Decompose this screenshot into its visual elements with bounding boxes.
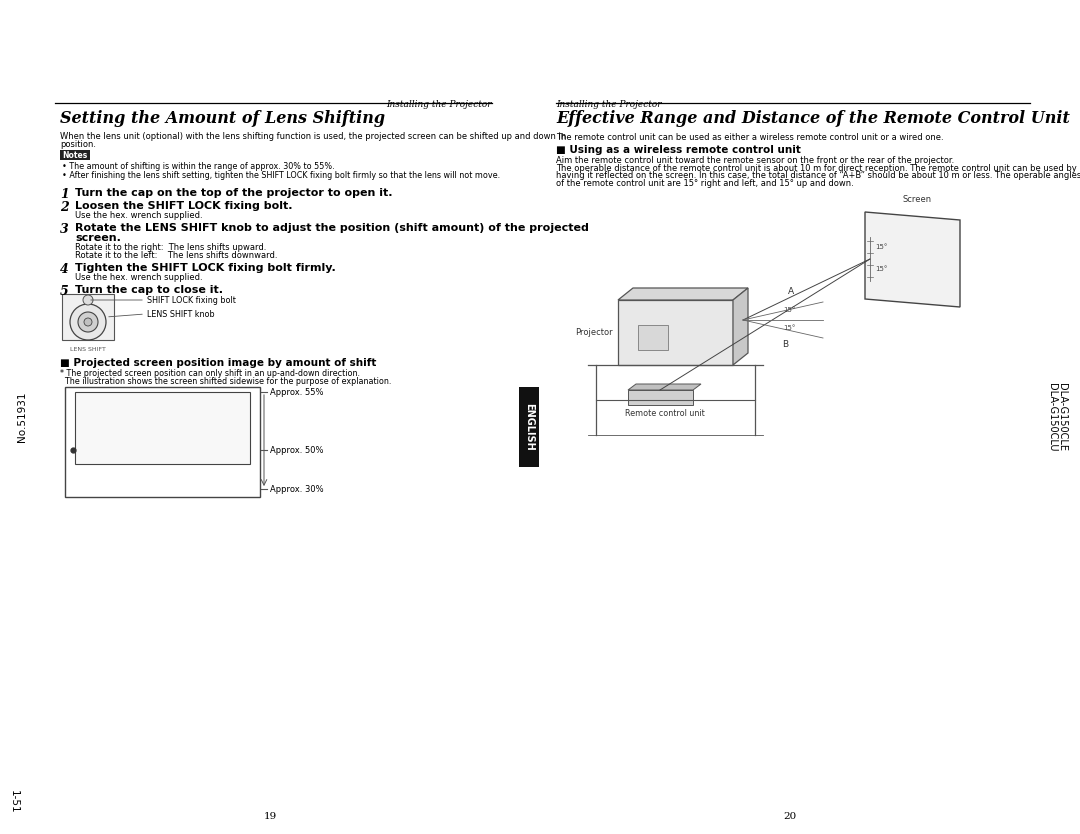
Text: A: A bbox=[788, 287, 794, 295]
Text: Installing the Projector: Installing the Projector bbox=[556, 100, 661, 109]
Text: ■ Projected screen position image by amount of shift: ■ Projected screen position image by amo… bbox=[60, 358, 376, 368]
Text: Effective Range and Distance of the Remote Control Unit: Effective Range and Distance of the Remo… bbox=[556, 110, 1070, 127]
Circle shape bbox=[78, 312, 98, 332]
Text: position.: position. bbox=[60, 140, 96, 149]
Text: Turn the cap to close it.: Turn the cap to close it. bbox=[75, 285, 222, 295]
Text: Approx. 30%: Approx. 30% bbox=[270, 485, 324, 494]
Text: 5: 5 bbox=[60, 285, 69, 298]
Text: 2: 2 bbox=[60, 201, 69, 214]
Text: ■ Using as a wireless remote control unit: ■ Using as a wireless remote control uni… bbox=[556, 145, 801, 155]
Circle shape bbox=[84, 318, 92, 326]
Text: Screen: Screen bbox=[903, 195, 932, 204]
Bar bbox=[60, 150, 90, 160]
Polygon shape bbox=[865, 212, 960, 307]
Text: Remote control unit: Remote control unit bbox=[625, 409, 705, 418]
Text: 1: 1 bbox=[60, 188, 69, 201]
Text: • After finishing the lens shift setting, tighten the SHIFT LOCK fixing bolt fir: • After finishing the lens shift setting… bbox=[62, 171, 500, 180]
Text: No.51931: No.51931 bbox=[17, 392, 27, 442]
Text: 15°: 15° bbox=[875, 244, 888, 250]
Text: Approx. 55%: Approx. 55% bbox=[270, 388, 324, 396]
Text: screen.: screen. bbox=[75, 233, 121, 243]
Text: 3: 3 bbox=[60, 223, 69, 236]
Polygon shape bbox=[627, 384, 701, 390]
Bar bbox=[75, 392, 249, 464]
Text: Turn the cap on the top of the projector to open it.: Turn the cap on the top of the projector… bbox=[75, 188, 392, 198]
Text: Installing the Projector: Installing the Projector bbox=[387, 100, 492, 109]
Text: 15°: 15° bbox=[783, 307, 795, 313]
Text: Use the hex. wrench supplied.: Use the hex. wrench supplied. bbox=[75, 273, 203, 282]
Text: SHIFT LOCK fixing bolt: SHIFT LOCK fixing bolt bbox=[147, 295, 235, 304]
Text: Use the hex. wrench supplied.: Use the hex. wrench supplied. bbox=[75, 211, 203, 220]
Text: of the remote control unit are 15° right and left, and 15° up and down.: of the remote control unit are 15° right… bbox=[556, 178, 854, 188]
Circle shape bbox=[70, 304, 106, 340]
Text: having it reflected on the screen. In this case, the total distance of “A+B” sho: having it reflected on the screen. In th… bbox=[556, 171, 1080, 180]
Text: 19: 19 bbox=[264, 812, 276, 821]
Text: DLA-G150CLU: DLA-G150CLU bbox=[1047, 383, 1057, 451]
Text: When the lens unit (optional) with the lens shifting function is used, the proje: When the lens unit (optional) with the l… bbox=[60, 132, 566, 141]
Text: • The amount of shifting is within the range of approx. 30% to 55%.: • The amount of shifting is within the r… bbox=[62, 162, 335, 171]
Text: ENGLISH: ENGLISH bbox=[524, 403, 534, 451]
Text: Rotate the LENS SHIFT knob to adjust the position (shift amount) of the projecte: Rotate the LENS SHIFT knob to adjust the… bbox=[75, 223, 589, 233]
Text: 15°: 15° bbox=[783, 325, 795, 331]
Text: B: B bbox=[782, 339, 788, 349]
Text: The operable distance of the remote control unit is about 10 m for direct recept: The operable distance of the remote cont… bbox=[556, 163, 1077, 173]
Text: Rotate it to the right:  The lens shifts upward.: Rotate it to the right: The lens shifts … bbox=[75, 243, 267, 252]
Bar bbox=[627, 390, 693, 405]
Text: Loosen the SHIFT LOCK fixing bolt.: Loosen the SHIFT LOCK fixing bolt. bbox=[75, 201, 293, 211]
Text: DLA-G150CLE: DLA-G150CLE bbox=[1057, 383, 1067, 451]
Bar bbox=[618, 300, 733, 365]
Text: 4: 4 bbox=[60, 263, 69, 276]
Polygon shape bbox=[733, 288, 748, 365]
Circle shape bbox=[83, 295, 93, 305]
Text: LENS SHIFT knob: LENS SHIFT knob bbox=[147, 309, 215, 319]
Bar bbox=[519, 387, 539, 467]
Text: Rotate it to the left:    The lens shifts downward.: Rotate it to the left: The lens shifts d… bbox=[75, 251, 278, 260]
Bar bbox=[638, 325, 669, 350]
Text: 1-51: 1-51 bbox=[9, 790, 19, 814]
Polygon shape bbox=[618, 288, 748, 300]
Text: Aim the remote control unit toward the remote sensor on the front or the rear of: Aim the remote control unit toward the r… bbox=[556, 156, 955, 165]
Text: Approx. 50%: Approx. 50% bbox=[270, 445, 324, 455]
Text: Setting the Amount of Lens Shifting: Setting the Amount of Lens Shifting bbox=[60, 110, 386, 127]
Bar bbox=[65, 387, 260, 497]
Text: 20: 20 bbox=[783, 812, 797, 821]
Text: Tighten the SHIFT LOCK fixing bolt firmly.: Tighten the SHIFT LOCK fixing bolt firml… bbox=[75, 263, 336, 273]
Text: Notes: Notes bbox=[63, 150, 87, 159]
Text: * The projected screen position can only shift in an up-and-down direction.: * The projected screen position can only… bbox=[60, 369, 360, 378]
Text: The illustration shows the screen shifted sidewise for the purpose of explanatio: The illustration shows the screen shifte… bbox=[60, 377, 391, 386]
Text: 15°: 15° bbox=[875, 266, 888, 272]
Text: Projector: Projector bbox=[576, 328, 613, 336]
Bar bbox=[62, 294, 114, 340]
Text: The remote control unit can be used as either a wireless remote control unit or : The remote control unit can be used as e… bbox=[556, 133, 944, 142]
Text: LENS SHIFT: LENS SHIFT bbox=[70, 347, 106, 352]
